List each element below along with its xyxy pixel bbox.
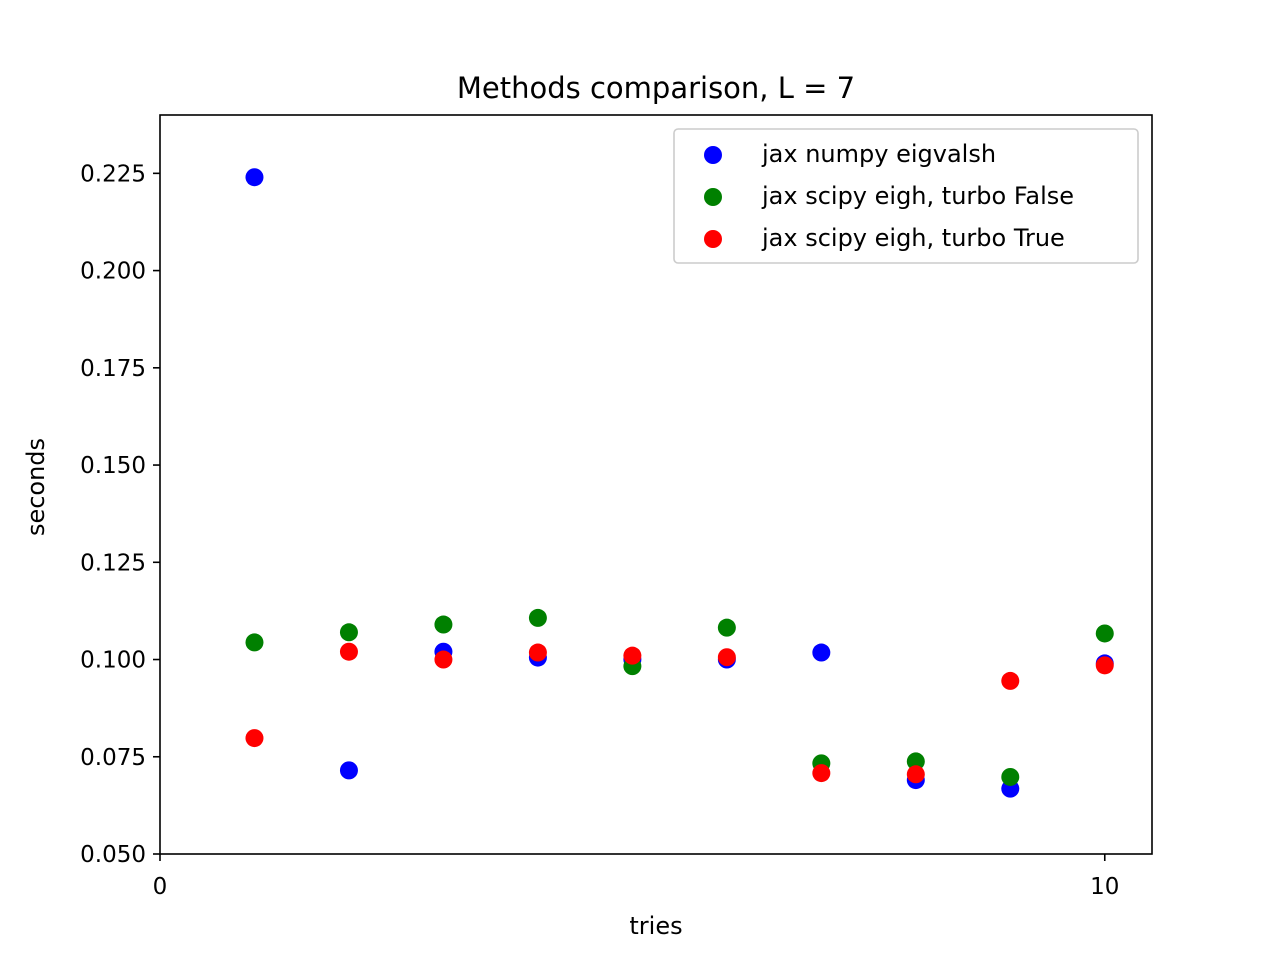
legend-marker	[704, 146, 722, 164]
x-tick-label: 10	[1090, 874, 1119, 900]
data-point	[812, 764, 831, 783]
data-point	[339, 642, 358, 661]
y-tick-label: 0.225	[80, 161, 146, 187]
y-tick-label: 0.150	[80, 453, 146, 479]
legend-label: jax scipy eigh, turbo False	[761, 182, 1074, 210]
legend: jax numpy eigvalsh jax scipy eigh, turbo …	[673, 128, 1139, 264]
data-point	[245, 729, 264, 748]
y-tick-label: 0.125	[80, 550, 146, 576]
legend-box	[673, 128, 1139, 264]
data-point	[339, 623, 358, 642]
data-point	[812, 643, 831, 662]
x-axis-label: tries	[629, 912, 682, 940]
data-point	[906, 752, 925, 771]
data-point	[339, 761, 358, 780]
y-axis: 0.050 0.075 0.100 0.125 0.150 0.175 0.200 0.225	[80, 161, 160, 868]
data-point	[528, 643, 547, 662]
data-point	[1001, 767, 1020, 786]
legend-label: jax numpy eigvalsh	[761, 140, 996, 168]
data-point	[1001, 671, 1020, 690]
data-point	[528, 608, 547, 627]
y-axis-label: seconds	[22, 438, 50, 536]
data-point	[434, 650, 453, 669]
data-point	[717, 618, 736, 637]
data-point	[1095, 624, 1114, 643]
data-point	[906, 765, 925, 784]
y-tick-label: 0.050	[80, 842, 146, 868]
legend-marker	[704, 188, 722, 206]
series-2	[245, 642, 1114, 784]
data-point	[245, 168, 264, 187]
legend-marker	[704, 230, 722, 248]
y-tick-label: 0.100	[80, 648, 146, 674]
data-points	[245, 168, 1114, 798]
data-point	[1095, 656, 1114, 675]
data-point	[434, 615, 453, 634]
y-tick-label: 0.075	[80, 745, 146, 771]
data-point	[623, 646, 642, 665]
legend-label: jax scipy eigh, turbo True	[761, 224, 1065, 252]
y-tick-label: 0.200	[80, 259, 146, 285]
chart-title: Methods comparison, L = 7	[457, 71, 855, 105]
data-point	[717, 648, 736, 667]
y-tick-label: 0.175	[80, 356, 146, 382]
data-point	[245, 633, 264, 652]
x-axis: 0 10	[153, 854, 1119, 900]
x-tick-label: 0	[153, 874, 168, 900]
